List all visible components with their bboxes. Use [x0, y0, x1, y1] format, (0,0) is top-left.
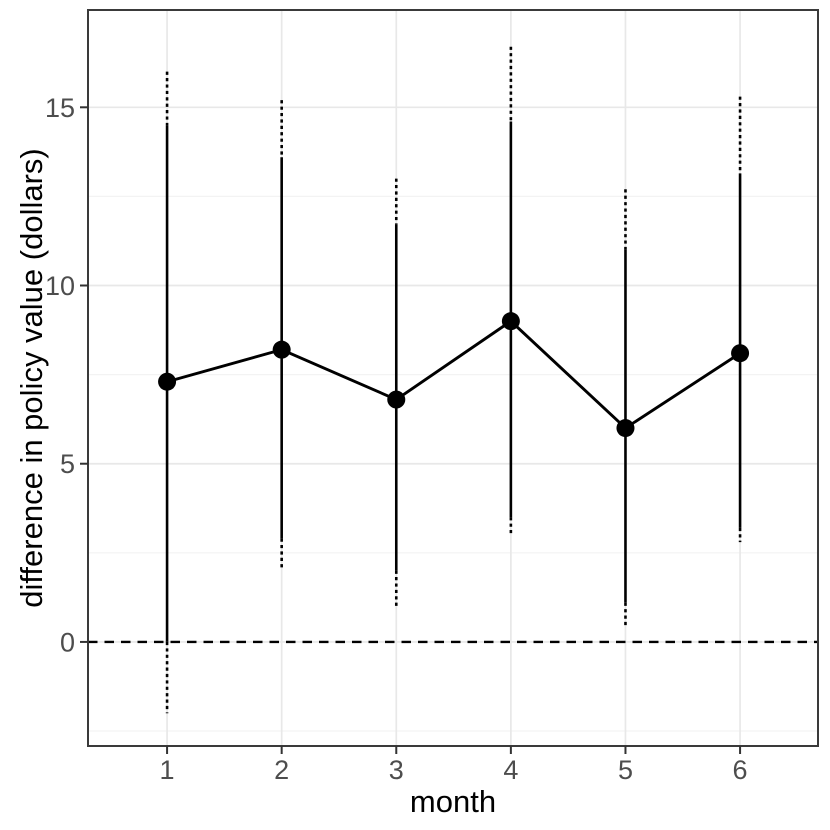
data-point: [616, 419, 635, 438]
data-point: [501, 312, 520, 331]
x-tick-label: 6: [733, 755, 748, 785]
plot-panel: [88, 10, 818, 746]
trend-line: [166, 319, 741, 430]
y-tick-label: 5: [60, 449, 75, 479]
x-tick-label: 5: [618, 755, 633, 785]
x-tick-label: 4: [503, 755, 518, 785]
x-tick-label: 2: [274, 755, 289, 785]
data-point: [158, 372, 177, 391]
y-tick-label: 0: [60, 627, 75, 657]
data-point: [272, 340, 291, 359]
y-tick-label: 10: [45, 271, 75, 301]
data-point: [387, 390, 406, 409]
x-tick-label: 3: [389, 755, 404, 785]
y-tick-label: 15: [45, 93, 75, 123]
x-axis-title: month: [410, 784, 496, 819]
x-tick-label: 1: [160, 755, 175, 785]
data-point: [731, 344, 750, 363]
panel-border: [87, 9, 819, 747]
y-axis-title: difference in policy value (dollars): [14, 148, 49, 608]
